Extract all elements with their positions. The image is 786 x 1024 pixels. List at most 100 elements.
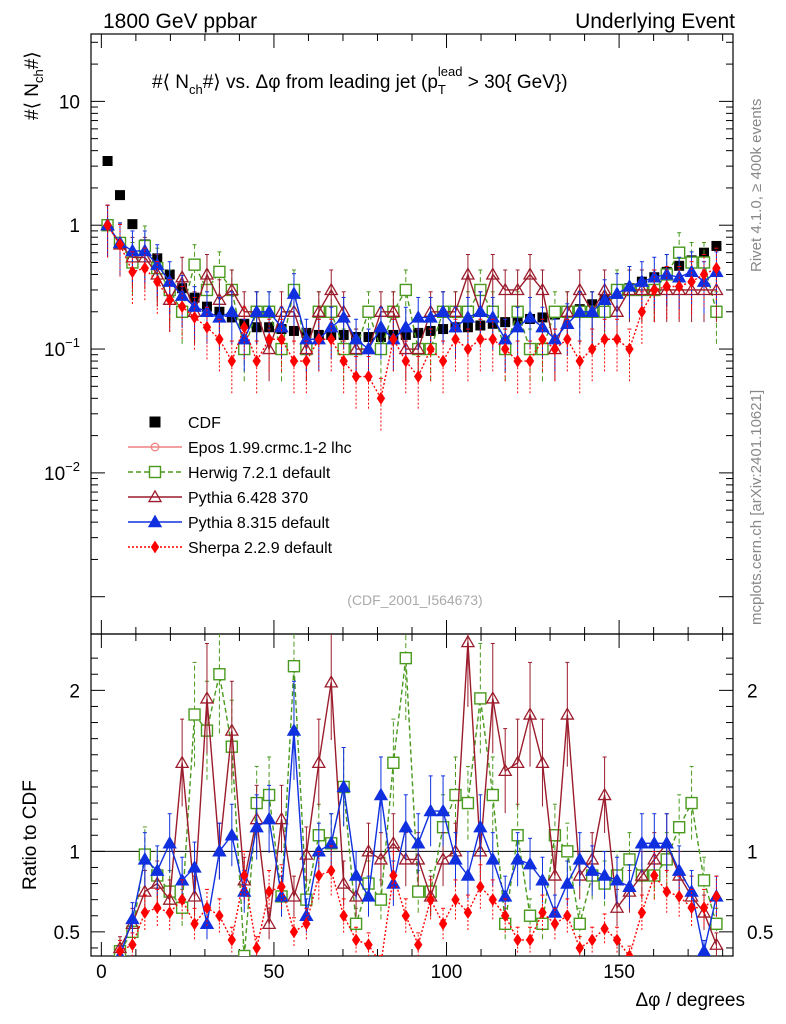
ratio-point-pythia-6-428-370	[522, 707, 538, 720]
legend-item-sherpa-2-2-9-default: Sherpa 2.2.9 default	[128, 540, 333, 557]
main-point-sherpa-2-2-9-default	[190, 310, 199, 324]
main-point-sherpa-2-2-9-default	[128, 265, 137, 279]
ratio-point-pythia-6-428-370	[535, 755, 550, 768]
ratio-point-herwig-7-2-1-default	[697, 874, 711, 887]
main-point-sherpa-2-2-9-default	[153, 275, 162, 289]
ratio-point-pythia-6-428-370	[324, 674, 339, 688]
xtick-label: 150	[603, 962, 635, 983]
ratio-point-sherpa-2-2-9-default	[488, 893, 497, 907]
ratio-point-pythia-6-428-370	[547, 868, 563, 881]
ratio-point-pythia-6-428-370	[286, 889, 302, 902]
ratio-point-sherpa-2-2-9-default	[252, 941, 261, 955]
main-line-herwig-7-2-1-default	[106, 224, 718, 352]
legend: CDF Epos 1.99.crmc.1-2 lhc Herwig 7.2.1 de…	[128, 415, 352, 557]
legend-marker	[148, 465, 162, 479]
main-point-pythia-6-428-370	[460, 267, 476, 280]
ratio-point-herwig-7-2-1-default	[213, 668, 226, 681]
main-ticks: 10 1 10−1 10−2	[44, 41, 733, 598]
ratio-point-pythia-8-315-default	[324, 835, 339, 849]
ratio-point-pythia-6-428-370	[361, 843, 376, 857]
main-line-sherpa-2-2-9-default	[106, 224, 717, 401]
ratio-point-pythia-6-428-370	[510, 755, 525, 768]
main-point-sherpa-2-2-9-default	[476, 332, 485, 346]
ratio-point-herwig-7-2-1-default	[449, 788, 462, 802]
main-point-pythia-6-428-370	[237, 304, 252, 317]
main-ylabel-base: #⟨ N	[22, 83, 43, 120]
ratio-point-sherpa-2-2-9-default	[140, 906, 150, 920]
ratio-point-sherpa-2-2-9-default	[600, 922, 609, 936]
main-point-pythia-8-315-default	[398, 319, 413, 333]
legend-label: Pythia 6.428 370	[188, 490, 308, 507]
main-point-sherpa-2-2-9-default	[438, 354, 448, 368]
main-point-sherpa-2-2-9-default	[215, 332, 224, 346]
legend-marker	[150, 540, 160, 554]
main-point-sherpa-2-2-9-default	[351, 370, 361, 384]
main-ytick-label: 10−2	[44, 459, 80, 485]
main-point-sherpa-2-2-9-default	[327, 332, 336, 346]
ratio-point-sherpa-2-2-9-default	[426, 893, 435, 907]
legend-marker	[147, 514, 163, 528]
ratio-point-sherpa-2-2-9-default	[438, 917, 448, 931]
ratio-point-sherpa-2-2-9-default	[500, 909, 510, 923]
ratio-point-sherpa-2-2-9-default	[327, 864, 336, 878]
ratio-point-herwig-7-2-1-default	[238, 949, 251, 956]
main-point-pythia-8-315-default	[261, 304, 277, 317]
main-point-pythia-6-428-370	[510, 282, 525, 296]
ratio-point-pythia-8-315-default	[435, 803, 451, 817]
main-point-cdf	[711, 240, 722, 251]
main-point-sherpa-2-2-9-default	[165, 293, 174, 307]
main-point-pythia-8-315-default	[224, 304, 239, 317]
main-point-pythia-8-315-default	[125, 243, 140, 257]
main-point-sherpa-2-2-9-default	[525, 354, 535, 368]
main-point-sherpa-2-2-9-default	[463, 342, 473, 356]
ratio-point-sherpa-2-2-9-default	[699, 901, 709, 915]
main-point-pythia-8-315-default	[510, 319, 525, 333]
ratio-point-pythia-8-315-default	[485, 852, 500, 865]
ratio-point-sherpa-2-2-9-default	[389, 868, 398, 883]
ratio-point-sherpa-2-2-9-default	[476, 880, 485, 894]
ratio-point-sherpa-2-2-9-default	[177, 893, 187, 907]
main-point-sherpa-2-2-9-default	[364, 370, 373, 384]
main-point-pythia-6-428-370	[386, 304, 401, 317]
legend-item-pythia-8-315-default: Pythia 8.315 default	[128, 514, 330, 532]
main-point-sherpa-2-2-9-default	[140, 261, 150, 275]
ratio-point-sherpa-2-2-9-default	[314, 868, 324, 883]
ratio-point-pythia-6-428-370	[311, 755, 326, 768]
main-ytick-label: 10	[59, 92, 80, 113]
ratio-point-pythia-8-315-default	[336, 779, 351, 793]
ratio-point-sherpa-2-2-9-default	[451, 893, 460, 907]
ratio-point-sherpa-2-2-9-default	[575, 941, 584, 955]
main-point-herwig-7-2-1-default	[672, 246, 686, 259]
main-ytick-label: 1	[69, 216, 80, 237]
ratio-point-pythia-8-315-default	[659, 835, 674, 849]
main-point-pythia-8-315-default	[249, 304, 264, 317]
main-point-sherpa-2-2-9-default	[650, 283, 659, 297]
ratio-point-herwig-7-2-1-default	[461, 796, 475, 810]
legend-marker	[150, 442, 160, 452]
ratio-point-pythia-8-315-default	[585, 863, 600, 876]
ratio-point-herwig-7-2-1-default	[412, 885, 425, 898]
legend-label: CDF	[188, 415, 221, 432]
ratio-point-pythia-8-315-default	[411, 835, 426, 849]
ratio-point-pythia-8-315-default	[373, 787, 389, 801]
ratio-point-herwig-7-2-1-default	[523, 909, 537, 922]
ratio-point-sherpa-2-2-9-default	[289, 925, 299, 939]
ratio-point-herwig-7-2-1-default	[486, 788, 499, 802]
mcplots-label: mcplots.cern.ch [arXiv:2401.10621]	[748, 390, 765, 625]
ratio-point-sherpa-2-2-9-default	[302, 917, 311, 931]
ratio-point-sherpa-2-2-9-default	[202, 901, 212, 915]
main-point-sherpa-2-2-9-default	[575, 354, 584, 368]
ratio-point-pythia-8-315-default	[572, 852, 587, 865]
main-point-sherpa-2-2-9-default	[401, 354, 411, 368]
main-point-sherpa-2-2-9-default	[277, 332, 286, 346]
ratio-ytick-label-right: 1	[747, 842, 758, 863]
ratio-point-pythia-8-315-default	[286, 723, 302, 736]
main-point-pythia-6-428-370	[411, 341, 426, 355]
main-point-herwig-7-2-1-default	[213, 265, 226, 279]
ratio-series-pythia-8-315-default	[115, 680, 724, 956]
ratio-point-pythia-8-315-default	[498, 889, 513, 902]
main-ylabel-sub: ch	[31, 69, 46, 83]
ratio-point-pythia-8-315-default	[547, 905, 563, 918]
ratio-point-pythia-8-315-default	[684, 884, 699, 897]
main-point-pythia-8-315-default	[361, 341, 376, 355]
